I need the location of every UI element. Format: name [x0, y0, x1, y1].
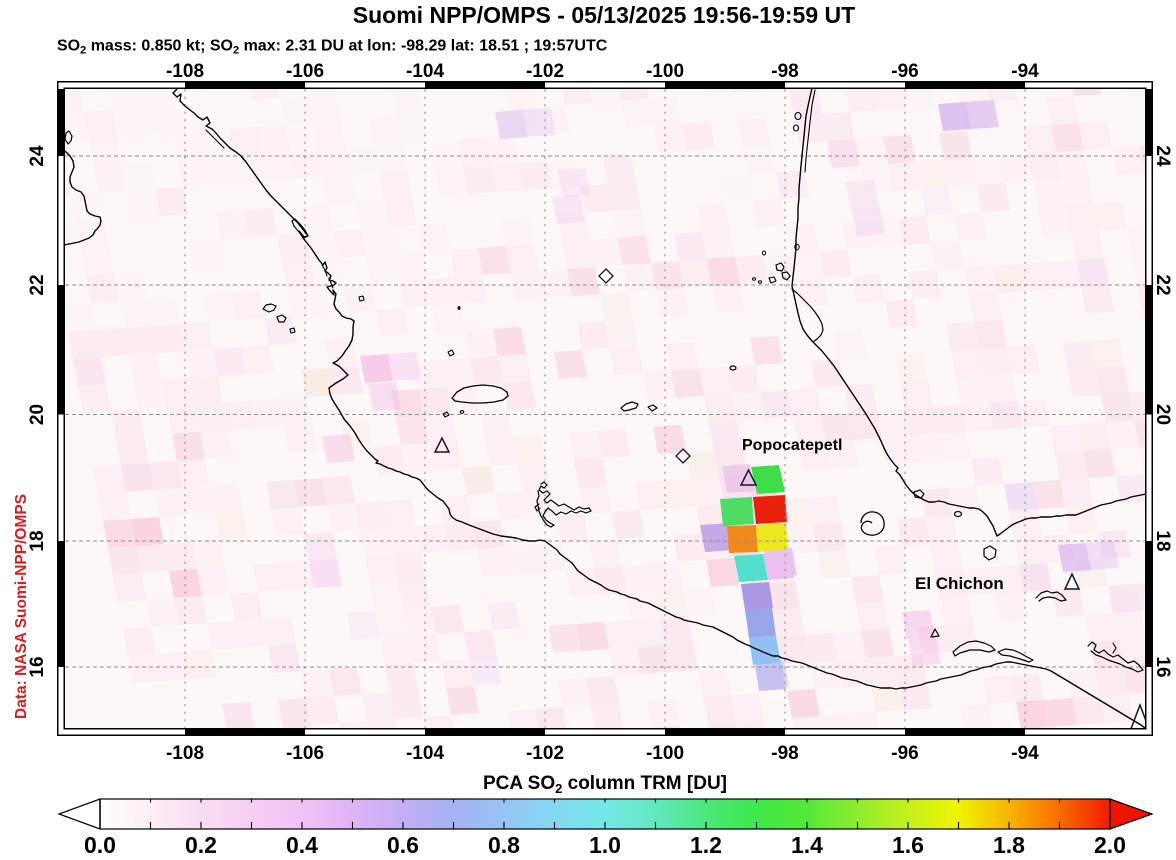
svg-text:24: 24 [27, 145, 48, 167]
svg-text:-96: -96 [891, 61, 918, 82]
svg-text:20: 20 [1152, 404, 1173, 425]
svg-text:2.0: 2.0 [1094, 832, 1126, 855]
svg-text:18: 18 [27, 530, 48, 551]
svg-text:1.8: 1.8 [993, 832, 1025, 855]
svg-text:-108: -108 [166, 61, 204, 82]
svg-text:1.6: 1.6 [892, 832, 924, 855]
svg-text:16: 16 [27, 656, 48, 677]
svg-text:-98: -98 [771, 743, 798, 764]
svg-text:22: 22 [1152, 274, 1173, 295]
svg-text:0.0: 0.0 [84, 832, 116, 855]
svg-text:-100: -100 [646, 743, 684, 764]
svg-text:-104: -104 [406, 743, 444, 764]
svg-text:0.2: 0.2 [185, 832, 217, 855]
svg-text:El Chichon: El Chichon [915, 574, 1004, 593]
svg-text:18: 18 [1152, 530, 1173, 551]
svg-text:Suomi NPP/OMPS - 05/13/2025 19: Suomi NPP/OMPS - 05/13/2025 19:56-19:59 … [353, 2, 855, 28]
svg-text:-94: -94 [1011, 61, 1039, 82]
svg-text:0.6: 0.6 [387, 832, 419, 855]
svg-text:Popocatepetl: Popocatepetl [742, 437, 842, 454]
svg-text:-104: -104 [406, 61, 444, 82]
svg-text:SO2 mass: 0.850 kt; SO2 max: 2: SO2 mass: 0.850 kt; SO2 max: 2.31 DU at … [57, 38, 608, 57]
svg-text:-100: -100 [646, 61, 684, 82]
svg-text:-94: -94 [1011, 743, 1039, 764]
svg-text:0.8: 0.8 [488, 832, 520, 855]
svg-text:PCA SO2 column TRM [DU]: PCA SO2 column TRM [DU] [483, 773, 727, 796]
svg-text:1.0: 1.0 [589, 832, 621, 855]
svg-text:16: 16 [1152, 656, 1173, 677]
svg-text:-106: -106 [286, 61, 324, 82]
svg-text:-106: -106 [286, 743, 324, 764]
svg-text:Data: NASA Suomi-NPP/OMPS: Data: NASA Suomi-NPP/OMPS [13, 494, 30, 719]
svg-text:-96: -96 [891, 743, 918, 764]
svg-text:-98: -98 [771, 61, 798, 82]
svg-text:1.2: 1.2 [690, 832, 722, 855]
svg-text:1.4: 1.4 [791, 832, 823, 855]
svg-text:20: 20 [27, 404, 48, 425]
svg-text:-102: -102 [526, 743, 564, 764]
svg-text:0.4: 0.4 [286, 832, 318, 855]
svg-text:-102: -102 [526, 61, 564, 82]
svg-text:-108: -108 [166, 743, 204, 764]
svg-text:24: 24 [1152, 145, 1173, 167]
svg-text:22: 22 [27, 274, 48, 295]
